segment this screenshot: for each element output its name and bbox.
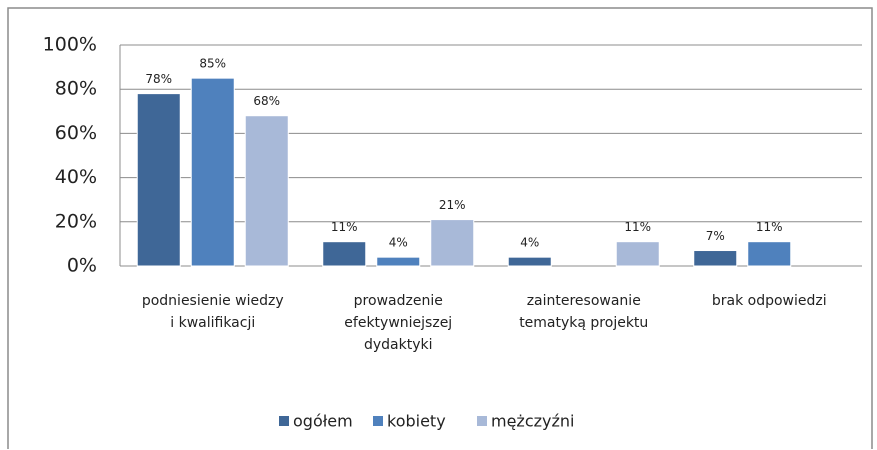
- x-tick-label: zainteresowanie tematyką projektu: [519, 293, 649, 331]
- data-label: 4%: [389, 236, 408, 250]
- bar: [507, 256, 552, 267]
- chart-frame: [7, 7, 873, 449]
- y-tick-label: 20%: [55, 210, 97, 232]
- y-tick-label: 100%: [43, 34, 97, 56]
- bar: [693, 250, 738, 267]
- legend-label: ogółem: [293, 412, 353, 431]
- y-tick-label: 80%: [55, 78, 97, 100]
- x-tick-label: prowadzenie efektywniejszej dydaktyki: [344, 293, 453, 353]
- data-label: 21%: [439, 198, 466, 212]
- x-tick-label: podniesienie wiedzy i kwalifikacji: [141, 293, 284, 331]
- bar: [322, 241, 367, 267]
- data-label: 78%: [145, 72, 172, 86]
- data-label: 4%: [520, 236, 539, 250]
- bar: [430, 219, 475, 267]
- data-label: 11%: [331, 220, 358, 234]
- legend-swatch: [279, 416, 289, 426]
- x-tick-label: brak odpowiedzi: [711, 293, 827, 309]
- data-label: 68%: [253, 94, 280, 108]
- legend-swatch: [477, 416, 487, 426]
- bar: [136, 93, 181, 267]
- y-tick-label: 40%: [55, 166, 97, 188]
- data-label: 7%: [706, 229, 725, 243]
- data-label: 11%: [624, 220, 651, 234]
- y-tick-label: 0%: [67, 255, 97, 277]
- bar: [376, 256, 421, 267]
- bar: [190, 77, 235, 267]
- bar: [747, 241, 792, 267]
- bar: [615, 241, 660, 267]
- legend-label: mężczyźni: [491, 412, 574, 431]
- bar: [244, 115, 289, 267]
- legend-swatch: [373, 416, 383, 426]
- data-label: 11%: [756, 220, 783, 234]
- y-tick-label: 60%: [55, 122, 97, 144]
- data-label: 85%: [199, 57, 226, 71]
- legend-label: kobiety: [387, 412, 446, 431]
